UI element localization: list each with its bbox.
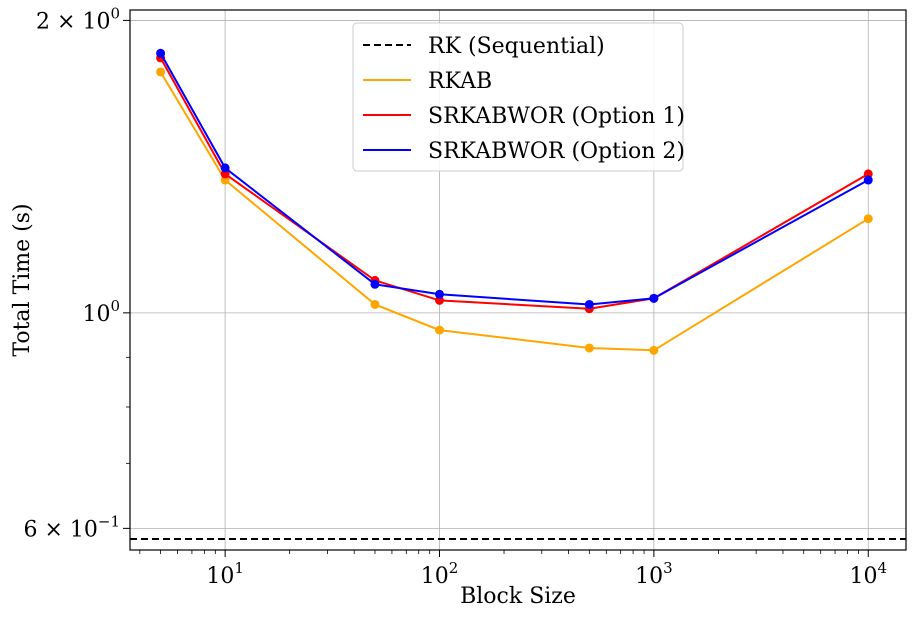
data-point-srkabwor-option-2 <box>649 293 659 303</box>
data-point-rkab <box>584 343 594 353</box>
axis-ticks: 101 102 103 104 2 × 100 100 6 × 10−1 <box>23 4 887 589</box>
data-point-srkabwor-option-2 <box>156 48 166 58</box>
data-point-rkab <box>156 67 166 77</box>
legend-label: SRKABWOR (Option 2) <box>428 139 685 164</box>
y-axis-label: Total Time (s) <box>10 203 35 356</box>
x-tick-label: 103 <box>635 559 673 589</box>
data-point-srkabwor-option-2 <box>434 289 444 299</box>
x-axis-label: Block Size <box>460 584 576 609</box>
data-point-srkabwor-option-2 <box>220 163 230 173</box>
plot-frame <box>129 9 907 551</box>
x-tick-label: 102 <box>421 559 459 589</box>
data-point-srkabwor-option-2 <box>584 299 594 309</box>
legend-label: SRKABWOR (Option 1) <box>428 104 685 129</box>
series-layer <box>130 48 906 541</box>
legend-label: RK (Sequential) <box>428 34 605 59</box>
legend: RK (Sequential) RKAB SRKABWOR (Option 1) SR… <box>352 22 685 172</box>
legend-box <box>352 22 684 172</box>
x-tick-label: 101 <box>206 559 244 589</box>
data-point-srkabwor-option-2 <box>370 279 380 289</box>
data-point-rkab <box>370 299 380 309</box>
data-point-rkab <box>863 214 873 224</box>
legend-label: RKAB <box>428 69 492 94</box>
data-point-srkabwor-option-2 <box>863 175 873 185</box>
x-tick-label: 104 <box>849 559 887 589</box>
y-tick-label: 2 × 100 <box>36 4 120 34</box>
data-point-rkab <box>434 325 444 335</box>
data-point-rkab <box>649 345 659 355</box>
y-tick-label: 6 × 10−1 <box>23 512 120 542</box>
y-tick-label: 100 <box>82 297 120 327</box>
